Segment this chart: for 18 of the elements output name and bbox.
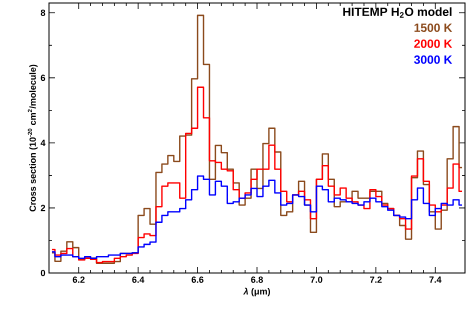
x-tick-label: 6.2 <box>72 276 85 283</box>
text: 3000 K <box>414 55 452 64</box>
y-axis-title: Cross section (10$^{-20}$ cm$^{2}$/molecule) <box>28 64 38 212</box>
x-tick-label: 6.8 <box>251 276 263 283</box>
x-tick-label: 7.2 <box>370 276 382 283</box>
y-tick-label: 8 <box>40 10 46 16</box>
y-tick-label: 0 <box>40 270 46 276</box>
x-axis-title: λ (μm) <box>243 288 270 296</box>
text: 1500 K <box>414 24 452 32</box>
x-tick-label: 7.0 <box>310 276 322 283</box>
text: 2000 K <box>414 39 452 48</box>
y-tick-label: 2 <box>40 204 46 212</box>
y-tick-label: 6 <box>40 74 46 82</box>
x-tick-label: 6.6 <box>192 276 204 283</box>
legend-title: HITEMP H$_{2}$O model <box>343 7 452 18</box>
x-tick-label: 7.4 <box>429 276 442 283</box>
x-tick-label: 6.4 <box>132 276 144 283</box>
y-tick-label: 4 <box>40 140 46 146</box>
